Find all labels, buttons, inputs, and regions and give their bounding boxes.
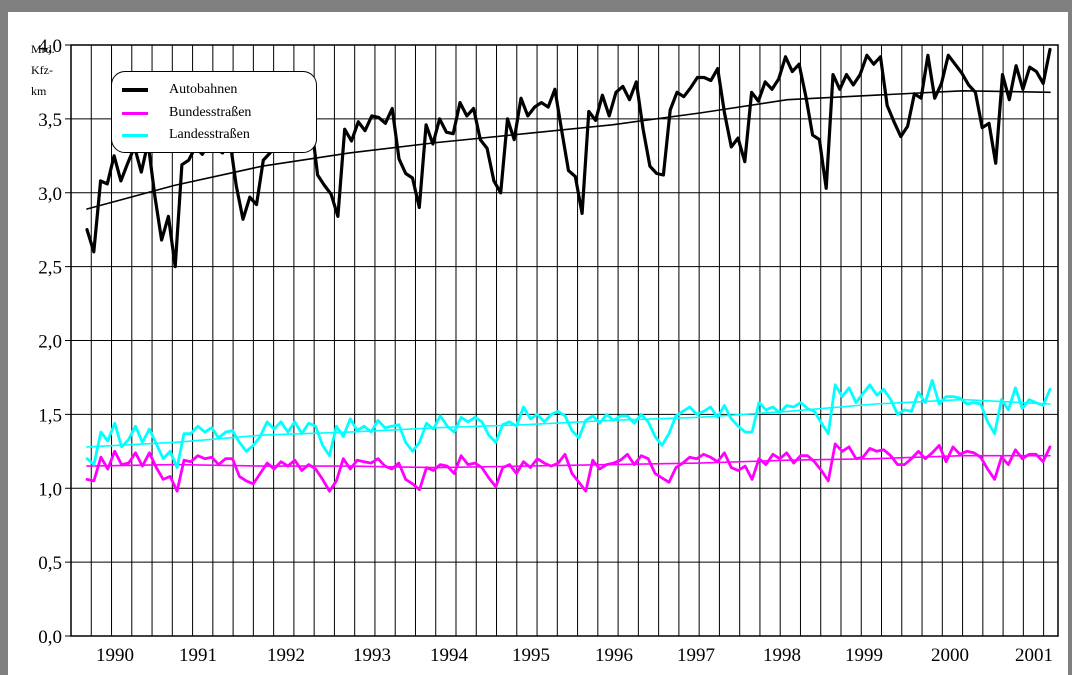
y-tick-label: 0,5 <box>38 553 62 574</box>
legend-swatch-bundesstrassen <box>122 111 148 115</box>
x-tick-label-year: 1998 <box>763 645 801 666</box>
y-unit-line-3: km <box>31 84 47 98</box>
x-tick-label-year: 1999 <box>845 645 883 666</box>
y-unit-line-2: Kfz- <box>31 63 53 77</box>
y-tick-label: 1,5 <box>38 405 62 426</box>
legend-item-bundesstrassen: Bundesstraßen <box>122 103 251 123</box>
y-tick-label: 2,0 <box>38 332 62 353</box>
x-tick-label-year: 1997 <box>677 645 715 666</box>
chart-frame: 0,0 0,5 1,0 1,5 2,0 2,5 3,0 3,5 4,0 1990 1991 1992… <box>8 12 1068 675</box>
series-line-landesstrassen <box>85 378 1052 470</box>
x-tick-label-year: 1993 <box>353 645 391 666</box>
series-line-landesstrassen-trend <box>86 398 1051 448</box>
x-tick-label-year: 1995 <box>512 645 550 666</box>
series-line-autobahnen-trend <box>86 90 1051 210</box>
legend-item-landesstrassen: Landesstraßen <box>122 125 250 145</box>
y-unit-line-1: Mrd. <box>31 42 55 56</box>
y-tick-label: 1,0 <box>38 479 62 500</box>
legend-swatch-landesstrassen <box>122 133 148 137</box>
x-tick-label-year: 1992 <box>267 645 305 666</box>
x-tick-label-year: 2000 <box>931 645 969 666</box>
y-tick-label: 2,5 <box>38 258 62 279</box>
legend-label-autobahnen: Autobahnen <box>169 82 238 97</box>
legend: Autobahnen Bundesstraßen Landesstraßen <box>111 71 317 153</box>
legend-label-landesstrassen: Landesstraßen <box>169 127 250 142</box>
x-tick-label-year: 1996 <box>595 645 633 666</box>
series-line-autobahnen <box>85 47 1052 269</box>
x-tick-label-year: 1994 <box>430 645 469 666</box>
series-line-bundesstrassen-trend <box>86 454 1051 469</box>
series-line-bundesstrassen <box>85 442 1052 493</box>
legend-swatch-autobahnen <box>122 88 148 92</box>
y-tick-label: 0,0 <box>38 627 62 648</box>
legend-label-bundesstrassen: Bundesstraßen <box>169 105 252 120</box>
legend-item-autobahnen: Autobahnen <box>122 80 237 100</box>
y-tick-label: 4,0 <box>38 36 62 57</box>
y-tick-label: 3,5 <box>38 110 62 131</box>
y-tick-label: 3,0 <box>38 184 62 205</box>
x-tick-label-year: 2001 <box>1015 645 1053 666</box>
x-tick-label-year: 1991 <box>179 645 217 666</box>
x-tick-label-year: 1990 <box>96 645 134 666</box>
